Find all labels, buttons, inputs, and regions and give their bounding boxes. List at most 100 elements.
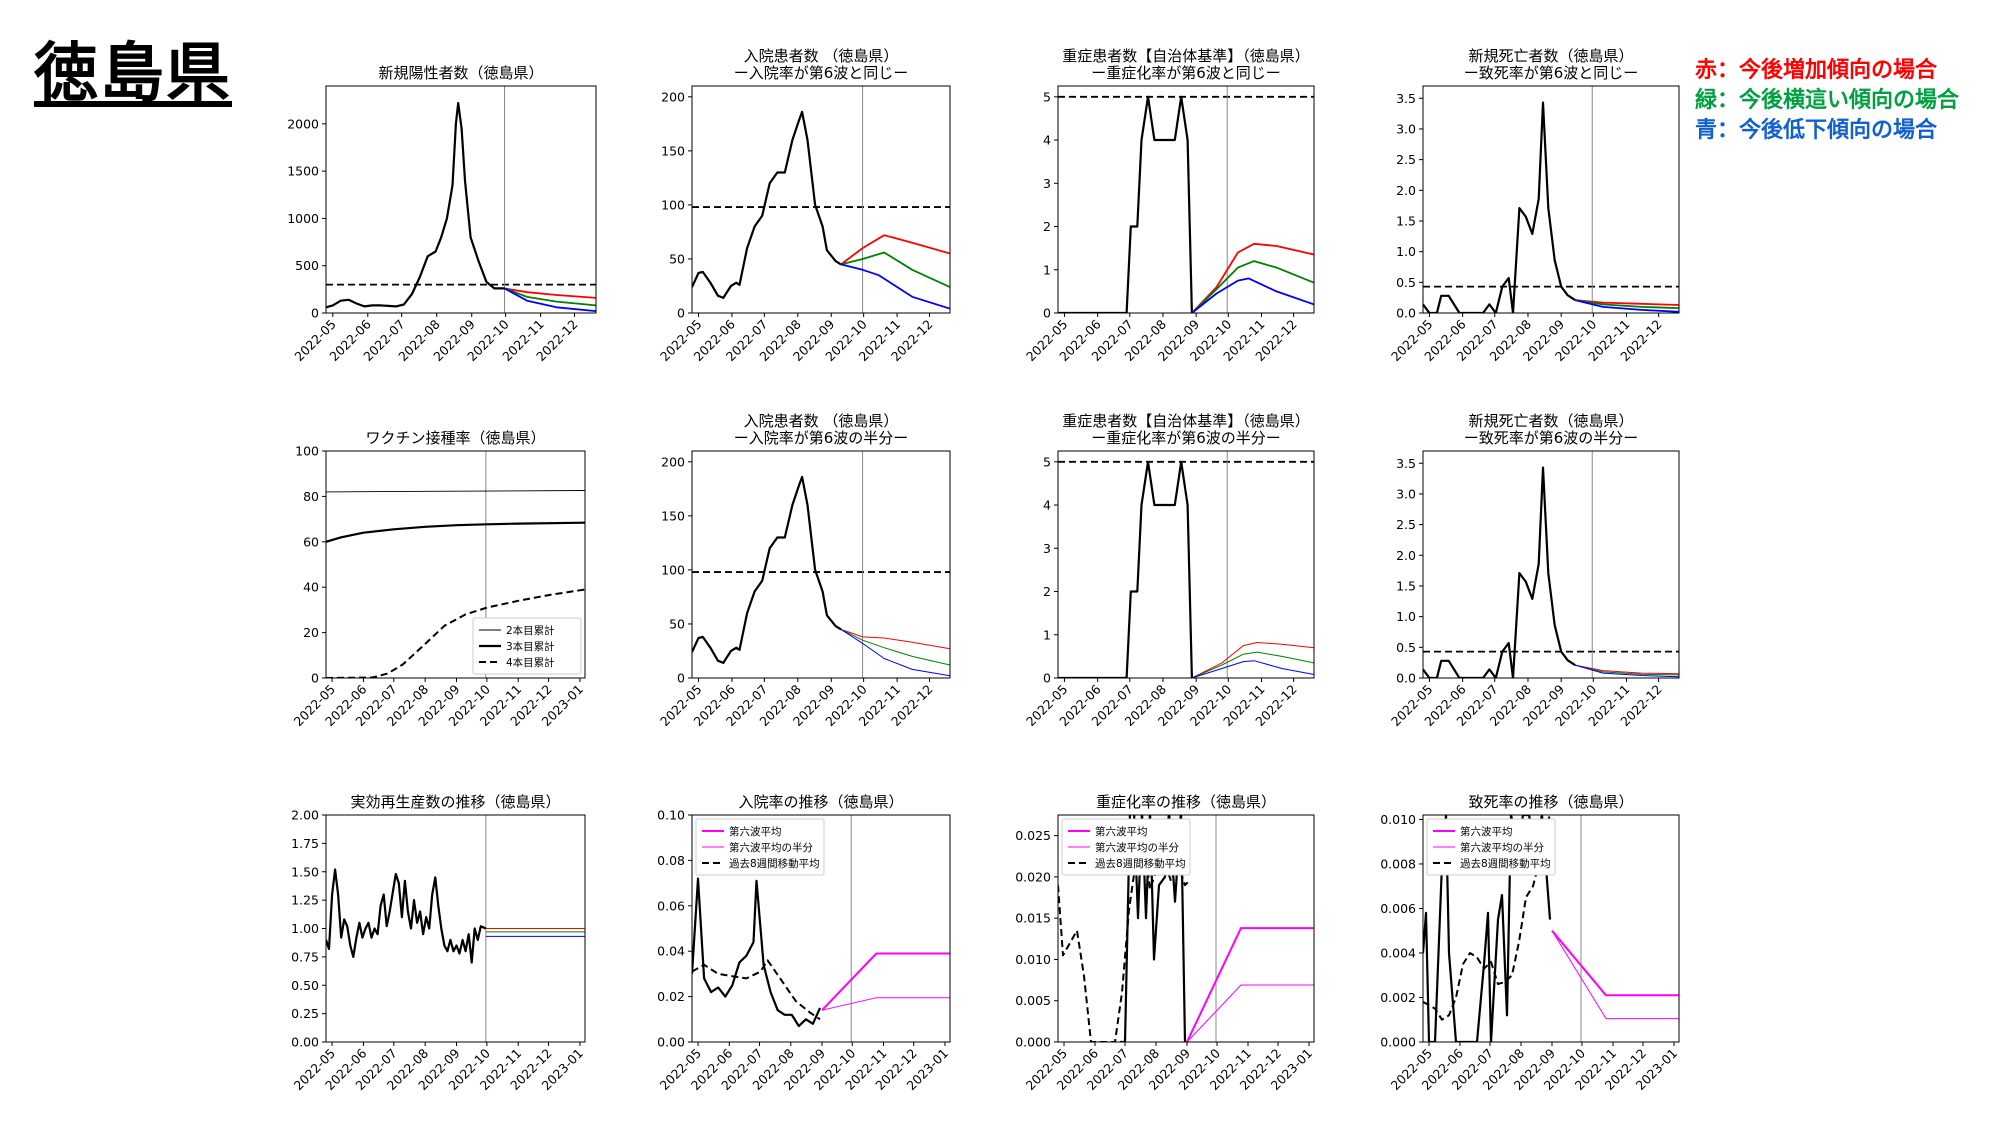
- series-line-observed: [326, 868, 487, 964]
- chart-title: ー入院率が第6波と同じー: [734, 64, 909, 82]
- series-line-dashed: [1058, 826, 1190, 1042]
- y-tick-label: 1.5: [1396, 213, 1416, 228]
- series-line-reference: [821, 952, 950, 1011]
- series-line-flat: [840, 251, 950, 288]
- plot-area: [326, 86, 596, 313]
- plot-frame: [1422, 85, 1680, 314]
- plot-area: [692, 451, 950, 678]
- legend-box: [695, 818, 825, 876]
- y-tick-label: 0.02: [657, 989, 685, 1004]
- y-tick-label: 2: [1043, 584, 1051, 599]
- series-line-flat: [1574, 299, 1679, 309]
- y-tick-label: 1: [1043, 262, 1051, 277]
- plot-area: [692, 86, 950, 313]
- chart-3: 重症患者数【自治体基準】（徳島県）ー重症化率が第6波と同じー0123452022…: [1023, 47, 1315, 364]
- y-tick-label: 1.75: [291, 836, 319, 851]
- y-tick-label: 0.015: [1015, 911, 1051, 926]
- series-line-observed: [1423, 466, 1576, 678]
- y-tick-label: 2.00: [291, 808, 319, 823]
- series-line-reference_thin: [1551, 930, 1679, 1020]
- series-line-decrease: [1574, 299, 1679, 313]
- series-line-thick: [326, 521, 585, 543]
- y-tick-label: 1: [1043, 627, 1051, 642]
- legend-box: [1426, 818, 1556, 876]
- y-tick-label: 20: [303, 625, 319, 640]
- plot-area: [1058, 86, 1314, 313]
- y-tick-label: 3: [1043, 541, 1051, 556]
- y-tick-label: 0.0: [1396, 671, 1416, 686]
- series-line-decrease: [1191, 277, 1314, 313]
- chart-title: 新規死亡者数（徳島県）: [1468, 47, 1633, 65]
- series-line-observed: [1058, 95, 1193, 313]
- series-line-reference_thin: [821, 997, 950, 1011]
- chart-title: 入院患者数 （徳島県）: [744, 412, 899, 430]
- chart-10: 入院率の推移（徳島県）0.000.020.040.060.080.102022-…: [657, 793, 951, 1093]
- y-tick-label: 0.25: [291, 1006, 319, 1021]
- series-line-flat: [504, 287, 596, 307]
- y-tick-label: 50: [669, 251, 685, 266]
- chart-12: 致死率の推移（徳島県） 0.000 0.002 0.004 0.006 0.008 0.01…: [1380, 793, 1680, 1093]
- y-tick-label: 0.008: [1380, 856, 1416, 871]
- chart-title: ー致死率が第6波と同じー: [1464, 64, 1639, 82]
- chart-title: 新規陽性者数（徳島県）: [378, 64, 543, 82]
- series-line-dashed: [326, 588, 585, 678]
- legend-label: 2本目累計: [506, 624, 555, 637]
- plot-area: [692, 815, 950, 1042]
- plot-frame: [1057, 450, 1315, 679]
- y-tick-label: 3: [1043, 176, 1051, 191]
- plot-area: [1058, 451, 1314, 678]
- y-tick-label: 1.50: [291, 864, 319, 879]
- plot-frame: [691, 85, 951, 314]
- y-tick-label: 0.00: [657, 1035, 685, 1050]
- y-tick-label: 0.025: [1015, 828, 1051, 843]
- legend-label: 3本目累計: [506, 640, 555, 653]
- y-tick-label: 0.000: [1380, 1035, 1416, 1050]
- y-tick-label: 0.08: [657, 853, 685, 868]
- y-tick-label: 1.0: [1396, 244, 1416, 259]
- y-tick-label: 100: [661, 197, 685, 212]
- legend-box: [1061, 818, 1191, 876]
- series-line-reference_thin: [1186, 984, 1314, 1042]
- series-line-flat_thin: [1574, 664, 1679, 676]
- y-tick-label: 5: [1043, 89, 1051, 104]
- series-line-increase: [840, 234, 950, 266]
- series-line-decrease_thin: [840, 628, 950, 677]
- chart-title: 入院患者数 （徳島県）: [744, 47, 899, 65]
- chart-title: 重症化率の推移（徳島県）: [1096, 793, 1276, 811]
- series-line-decrease_thin: [1191, 660, 1314, 678]
- y-tick-label: 0: [1043, 306, 1051, 321]
- legend-label: 第六波平均の半分: [729, 841, 813, 854]
- y-tick-label: 0.50: [291, 978, 319, 993]
- y-tick-label: 0: [677, 306, 685, 321]
- plot-frame: [325, 85, 597, 314]
- legend-label: 4本目累計: [506, 656, 555, 669]
- plot-frame: [1422, 814, 1680, 1043]
- y-tick-label: 0.5: [1396, 640, 1416, 655]
- series-line-increase_thin: [1191, 642, 1314, 678]
- y-tick-label: 150: [661, 143, 685, 158]
- page-title: 徳島県: [34, 37, 232, 111]
- y-tick-label: 100: [295, 444, 319, 459]
- chart-title: 実効再生産数の推移（徳島県）: [350, 793, 560, 811]
- chart-4: 新規死亡者数（徳島県）ー致死率が第6波と同じー 0.0 0.5 1.0 1.5 2.0 2.…: [1388, 47, 1680, 364]
- plot-area: [1423, 815, 1679, 1042]
- series-line-observed: [692, 110, 842, 299]
- plot-frame: [1057, 814, 1315, 1043]
- series-line-observed: [1423, 101, 1576, 313]
- series-line-increase_thin: [1575, 664, 1679, 675]
- y-tick-label: 1.25: [291, 893, 319, 908]
- chart-title: ー重症化率が第6波の半分ー: [1091, 429, 1281, 447]
- series-line-reference: [1186, 927, 1314, 1042]
- series-line-dashed: [1423, 815, 1551, 1021]
- y-tick-label: 500: [295, 258, 319, 273]
- plot-frame: [691, 450, 951, 679]
- plot-area: [1423, 451, 1679, 678]
- chart-6: 入院患者数 （徳島県）ー入院率が第6波の半分ー0501001502002022-…: [657, 412, 951, 729]
- series-line-observed: [1058, 460, 1193, 678]
- chart-5: ワクチン接種率（徳島県）0204060801002022-052022-0620…: [291, 429, 586, 729]
- y-tick-label: 40: [303, 580, 319, 595]
- y-tick-label: 0.06: [657, 898, 685, 913]
- y-tick-label: 2.0: [1396, 548, 1416, 563]
- y-tick-label: 80: [303, 489, 319, 504]
- y-tick-label: 0.04: [657, 944, 685, 959]
